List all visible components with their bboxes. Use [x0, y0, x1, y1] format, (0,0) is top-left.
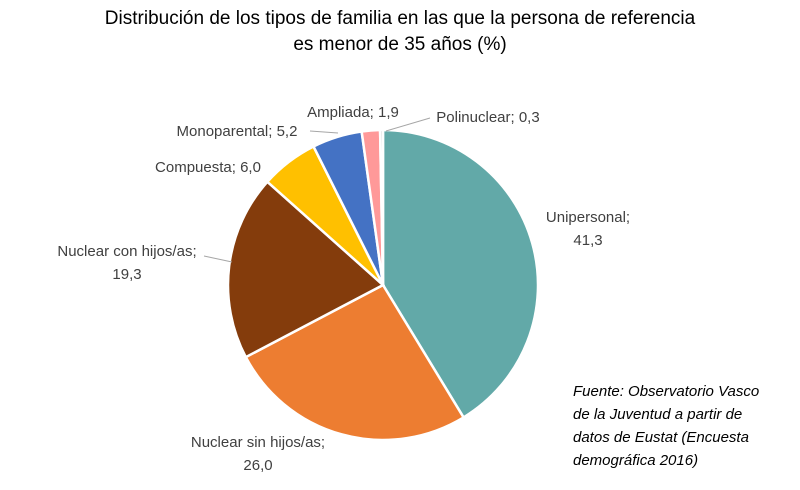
data-label-unipersonal: 41,3 — [573, 232, 602, 249]
chart-title-line-1: Distribución de los tipos de familia en … — [104, 8, 696, 29]
leader-line-nuclear-con — [203, 255, 233, 263]
pie-slice-unipersonal — [381, 128, 540, 420]
data-label-compuesta: Compuesta; 6,0 — [155, 159, 261, 176]
data-label-nuclear-sin-hijos-as: 26,0 — [243, 457, 272, 474]
pie-slice-nuclear-sin-hijos-as — [244, 283, 466, 442]
data-label-nuclear-con-hijos-as: 19,3 — [112, 266, 141, 283]
data-label-nuclear-sin-hijos-as: Nuclear sin hijos/as; — [191, 434, 325, 451]
data-label-ampliada: Ampliada; 1,9 — [307, 104, 399, 121]
source-line: de la Juventud a partir de — [573, 406, 743, 423]
data-label-nuclear-con-hijos-as: Nuclear con hijos/as; — [57, 243, 196, 260]
chart-title-line-2: es menor de 35 años (%) — [293, 34, 507, 55]
pie-slice-nuclear-con-hijos-as — [226, 180, 386, 359]
source-line: datos de Eustat (Encuesta — [573, 429, 749, 446]
leader-line-monoparental — [309, 130, 339, 134]
source-line: Fuente: Observatorio Vasco — [573, 383, 760, 400]
data-label-polinuclear: Polinuclear; 0,3 — [436, 109, 539, 126]
source-line: demográfica 2016) — [573, 452, 699, 469]
pie-slice-polinuclear — [378, 128, 385, 286]
source-note: Fuente: Observatorio Vasco de la Juventu… — [573, 380, 759, 472]
leader-line-polinuclear — [385, 117, 431, 132]
data-label-monoparental: Monoparental; 5,2 — [177, 123, 298, 140]
data-label-unipersonal: Unipersonal; — [546, 209, 630, 226]
